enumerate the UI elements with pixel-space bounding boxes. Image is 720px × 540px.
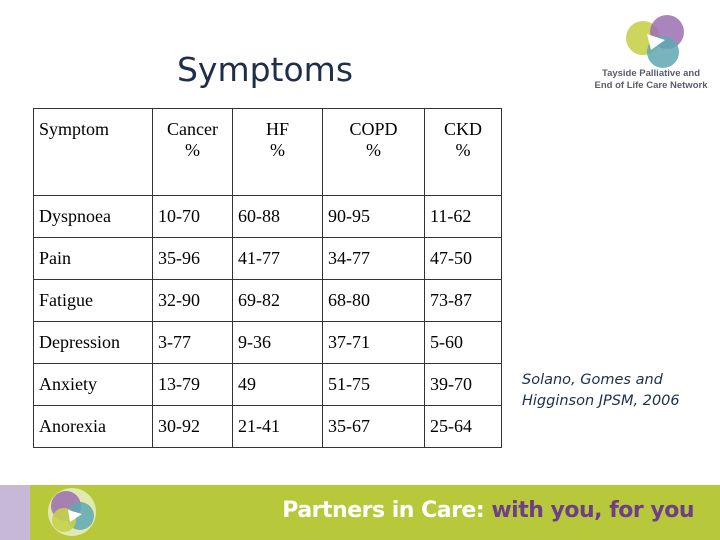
table-cell: Pain [33,237,153,280]
table-cell: 68-80 [322,279,425,322]
slogan-part: with you, [491,498,603,523]
footer-band [0,485,720,540]
table-cell: 90-95 [322,195,425,238]
table-cell: Anorexia [33,405,153,448]
table-row: Depression 3-77 9-36 37-71 5-60 [33,321,502,364]
table-cell: 49 [232,363,323,406]
table-row: Anorexia 30-92 21-41 35-67 25-64 [33,405,502,448]
citation-line: Higginson JPSM, 2006 [522,393,680,409]
table-cell: 47-50 [424,237,502,280]
table-cell: 39-70 [424,363,502,406]
table-cell: Anxiety [33,363,153,406]
table-cell: Dyspnoea [33,195,153,238]
table-cell: Fatigue [33,279,153,322]
header-cell: HF % [232,108,323,196]
table-cell: 13-79 [152,363,233,406]
table-cell: 37-71 [322,321,425,364]
table-cell: 21-41 [232,405,323,448]
table-cell: 51-75 [322,363,425,406]
network-logo [626,15,684,68]
citation: Solano, Gomes and Higginson JPSM, 2006 [522,370,712,412]
table-body: Dyspnoea 10-70 60-88 90-95 11-62 Pain 35-96 41-… [33,195,502,448]
table-row: Anxiety 13-79 49 51-75 39-70 [33,363,502,406]
slogan-part: for you [609,498,694,523]
table-cell: 60-88 [232,195,323,238]
table-cell: 34-77 [322,237,425,280]
table-cell: 10-70 [152,195,233,238]
table-cell: 9-36 [232,321,323,364]
logo-text: Tayside Palliative and End of Life Care … [585,68,717,92]
citation-line: Solano, Gomes and [522,372,663,388]
table-row: Pain 35-96 41-77 34-77 47-50 [33,237,502,280]
table-cell: Depression [33,321,153,364]
footer-logo [48,488,96,536]
logo-line: Tayside Palliative and [601,68,701,79]
table-cell: 3-77 [152,321,233,364]
footer-slogan: Partners in Care: with you, for you [282,498,694,523]
footer-band-left [0,485,30,540]
header-cell: COPD % [322,108,425,196]
table-cell: 5-60 [424,321,502,364]
table-row: Dyspnoea 10-70 60-88 90-95 11-62 [33,195,502,238]
slogan-part: Partners in Care: [282,498,485,523]
header-cell: Symptom [33,108,153,196]
header-row: Symptom Cancer % HF % COPD % CKD % [33,108,502,196]
symptom-table: Symptom Cancer % HF % COPD % CKD % Dyspnoea 1… [33,108,502,448]
table-cell: 30-92 [152,405,233,448]
table-cell: 41-77 [232,237,323,280]
header-cell: CKD % [424,108,502,196]
header-cell: Cancer % [152,108,233,196]
logo-line: End of Life Care Network [594,80,708,91]
table-cell: 73-87 [424,279,502,322]
table-cell: 25-64 [424,405,502,448]
table-cell: 69-82 [232,279,323,322]
table-cell: 32-90 [152,279,233,322]
table-row: Fatigue 32-90 69-82 68-80 73-87 [33,279,502,322]
slide-title: Symptoms [176,50,354,89]
table-cell: 11-62 [424,195,502,238]
table-cell: 35-96 [152,237,233,280]
table-cell: 35-67 [322,405,425,448]
